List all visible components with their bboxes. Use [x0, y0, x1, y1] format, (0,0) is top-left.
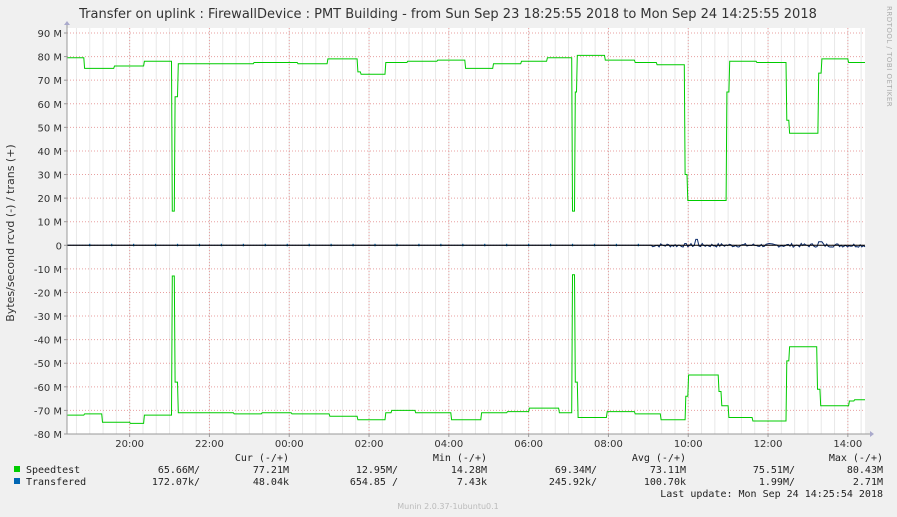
y-tick-label: -20 M: [34, 288, 62, 299]
legend-max-recv: 75.51M/: [753, 465, 795, 476]
legend-label: Speedtest: [26, 465, 80, 476]
legend-avg-recv: 69.34M/: [555, 465, 597, 476]
legend-cur-trans: 48.04k: [253, 477, 289, 488]
legend-row-speedtest: Speedtest 65.66M/ 77.21M 12.95M/ 14.28M …: [14, 465, 883, 476]
legend: Cur (-/+) Min (-/+) Avg (-/+) Max (-/+) …: [14, 453, 883, 500]
x-tick-label: 06:00: [514, 439, 543, 450]
legend-min-recv: 654.85 /: [350, 477, 398, 488]
x-tick-label: 12:00: [754, 439, 783, 450]
legend-min-trans: 7.43k: [457, 477, 487, 488]
legend-header-max: Max (-/+): [829, 453, 883, 464]
legend-avg-trans: 100.70k: [644, 477, 686, 488]
legend-min-recv: 12.95M/: [356, 465, 398, 476]
y-tick-label: -80 M: [34, 430, 62, 441]
legend-header-cur: Cur (-/+): [235, 453, 289, 464]
legend-swatch: [14, 478, 20, 484]
y-tick-label: 10 M: [37, 218, 62, 229]
y-tick-label: 0: [56, 241, 62, 252]
x-tick-label: 20:00: [115, 439, 144, 450]
y-tick-label: -10 M: [34, 265, 62, 276]
speedtest-recv-line: [67, 274, 865, 424]
y-tick-label: -40 M: [34, 336, 62, 347]
y-tick-label: -30 M: [34, 312, 62, 323]
grid: [67, 28, 865, 435]
y-tick-label: -60 M: [34, 383, 62, 394]
y-tick-label: 60 M: [37, 100, 62, 111]
y-axis-arrow: [64, 21, 70, 25]
x-axis-arrow: [870, 431, 874, 437]
legend-max-trans: 2.71M: [853, 477, 883, 488]
legend-header-min: Min (-/+): [433, 453, 487, 464]
y-tick-labels: 90 M 80 M 70 M 60 M 50 M 40 M 30 M 20 M 10 M 0 -10…: [34, 29, 62, 441]
last-update: Last update: Mon Sep 24 14:25:54 2018: [660, 489, 883, 500]
y-tick-label: 20 M: [37, 194, 62, 205]
x-tick-label: 14:00: [833, 439, 862, 450]
x-tick-label: 08:00: [594, 439, 623, 450]
legend-cur-recv: 172.07k/: [152, 477, 200, 488]
legend-max-trans: 80.43M: [847, 465, 883, 476]
y-tick-label: 90 M: [37, 29, 62, 40]
y-tick-label: 80 M: [37, 53, 62, 64]
y-tick-label: 30 M: [37, 171, 62, 182]
side-label: RRDTOOL / TOBI OETIKER: [885, 6, 893, 107]
x-tick-labels: 20:00 22:00 00:00 02:00 04:00 06:00 08:00 10:00…: [115, 439, 862, 450]
x-tick-label: 10:00: [674, 439, 703, 450]
y-tick-label: -50 M: [34, 359, 62, 370]
legend-avg-trans: 73.11M: [650, 465, 686, 476]
plot-area: [67, 28, 865, 434]
legend-header-avg: Avg (-/+): [632, 453, 686, 464]
legend-row-transfered: Transfered 172.07k/ 48.04k 654.85 / 7.43…: [14, 477, 883, 488]
legend-cur-recv: 65.66M/: [158, 465, 200, 476]
legend-cur-trans: 77.21M: [253, 465, 289, 476]
y-tick-label: 70 M: [37, 76, 62, 87]
munin-version: Munin 2.0.37-1ubuntu0.1: [397, 502, 499, 511]
speedtest-trans-line: [67, 54, 865, 212]
legend-swatch: [14, 466, 20, 472]
x-tick-label: 00:00: [275, 439, 304, 450]
x-tick-label: 04:00: [434, 439, 463, 450]
legend-avg-recv: 245.92k/: [549, 477, 597, 488]
y-tick-label: -70 M: [34, 406, 62, 417]
y-tick-label: 50 M: [37, 123, 62, 134]
x-tick-label: 22:00: [195, 439, 224, 450]
y-tick-label: 40 M: [37, 147, 62, 158]
chart-title: Transfer on uplink : FirewallDevice : PM…: [78, 7, 817, 22]
x-tick-label: 02:00: [355, 439, 384, 450]
legend-max-recv: 1.99M/: [759, 477, 795, 488]
legend-min-trans: 14.28M: [451, 465, 487, 476]
axes: [64, 21, 874, 437]
y-axis-label: Bytes/second rcvd (-) / trans (+): [4, 144, 17, 321]
legend-label: Transfered: [26, 477, 86, 488]
